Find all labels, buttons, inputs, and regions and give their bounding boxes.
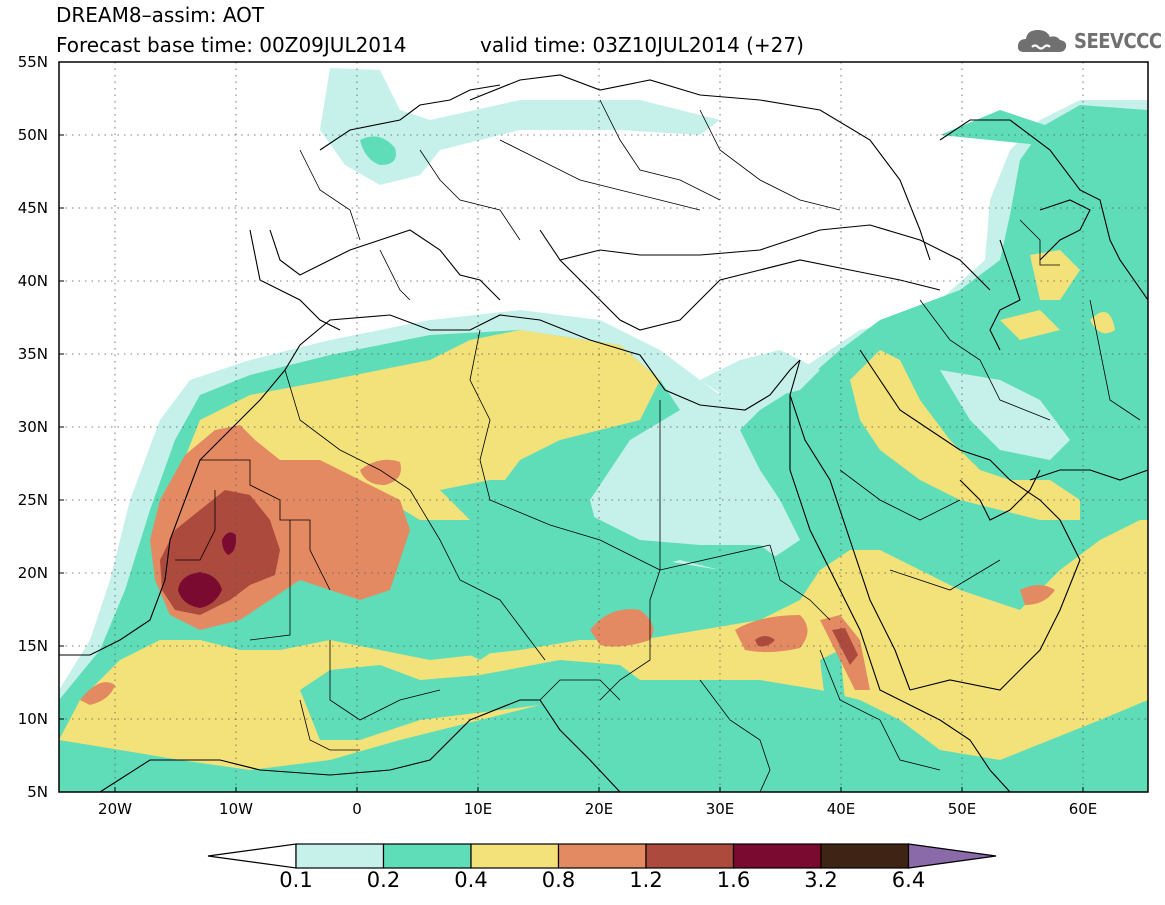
- lat-label-40n: 40N: [17, 272, 48, 290]
- aot-band-0-4: [1090, 312, 1115, 334]
- forecast-base-time: Forecast base time: 00Z09JUL2014: [56, 33, 407, 57]
- aot-band-0-1: [640, 440, 780, 545]
- colorbar-label-6-4: 6.4: [891, 868, 926, 892]
- lon-label-50e: 50E: [947, 800, 977, 818]
- aot-band-0-8: [1020, 585, 1055, 605]
- lon-label-20w: 20W: [98, 800, 132, 818]
- lon-label-0: 0: [352, 800, 362, 818]
- colorbar-label-0-4: 0.4: [454, 868, 488, 892]
- aot-band-1-2: [832, 628, 858, 665]
- seevccc-logo: SEEVCCC: [1016, 24, 1162, 56]
- aot-band-0-8: [735, 615, 808, 653]
- lon-label-10e: 10E: [463, 800, 493, 818]
- lat-label-10n: 10N: [17, 710, 48, 728]
- lon-label-40e: 40E: [826, 800, 856, 818]
- lat-label-20n: 20N: [17, 564, 48, 582]
- aot-band-0-4: [850, 350, 1080, 520]
- aot-band-0-2: [440, 480, 780, 570]
- lat-label-55n: 55N: [17, 53, 48, 71]
- aot-band-1-6: [178, 572, 222, 608]
- colorbar-label-0-2: 0.2: [366, 868, 401, 892]
- aot-band-0-8: [360, 459, 401, 485]
- aot-band-0-8: [590, 609, 654, 647]
- colorbar-label-3-2: 3.2: [804, 868, 838, 892]
- cloud-icon: [1017, 30, 1067, 52]
- lat-label-25n: 25N: [17, 491, 48, 509]
- aot-band-0-2: [820, 650, 845, 700]
- aot-band-0-4: [1000, 310, 1060, 340]
- graticule: [59, 62, 1148, 792]
- lat-label-50n: 50N: [17, 126, 48, 144]
- lon-label-20e: 20E: [584, 800, 614, 818]
- borders: [175, 99, 1141, 792]
- lat-label-30n: 30N: [17, 418, 48, 436]
- lon-label-10w: 10W: [219, 800, 253, 818]
- aot-band-0-1: [700, 350, 820, 400]
- aot-band-0-8: [80, 682, 115, 705]
- colorbar-label-0-1: 0.1: [279, 868, 313, 892]
- valid-time: valid time: 03Z10JUL2014 (+27): [480, 33, 804, 57]
- aot-band-0-2: [940, 110, 1060, 145]
- logo-text: SEEVCCC: [1074, 29, 1162, 53]
- colorbar-label-0-8: 0.8: [541, 868, 576, 892]
- lat-label-15n: 15N: [17, 637, 48, 655]
- colorbar-label-1-6: 1.6: [716, 868, 751, 892]
- coastlines: [59, 74, 1148, 792]
- chart-title: DREAM8–assim: AOT: [56, 3, 265, 27]
- aot-band-0-2: [360, 136, 396, 165]
- lon-label-30e: 30E: [705, 800, 735, 818]
- axis-ticks: [59, 134, 1084, 792]
- lat-label-45n: 45N: [17, 199, 48, 217]
- lat-label-5n: 5N: [27, 783, 48, 801]
- aot-band-1-2: [755, 636, 775, 647]
- aot-band-1-6: [222, 532, 237, 555]
- colorbar-label-1-2: 1.2: [629, 868, 663, 892]
- aot-band-0-4: [1030, 250, 1080, 300]
- aot-field: [59, 68, 1148, 792]
- aot-band-0-2: [300, 660, 640, 740]
- aot-band-0-1: [940, 370, 1070, 460]
- aot-band-0-1: [320, 68, 720, 185]
- lon-label-60e: 60E: [1068, 800, 1098, 818]
- aot-band-0-2: [460, 605, 510, 660]
- lat-label-35n: 35N: [17, 345, 48, 363]
